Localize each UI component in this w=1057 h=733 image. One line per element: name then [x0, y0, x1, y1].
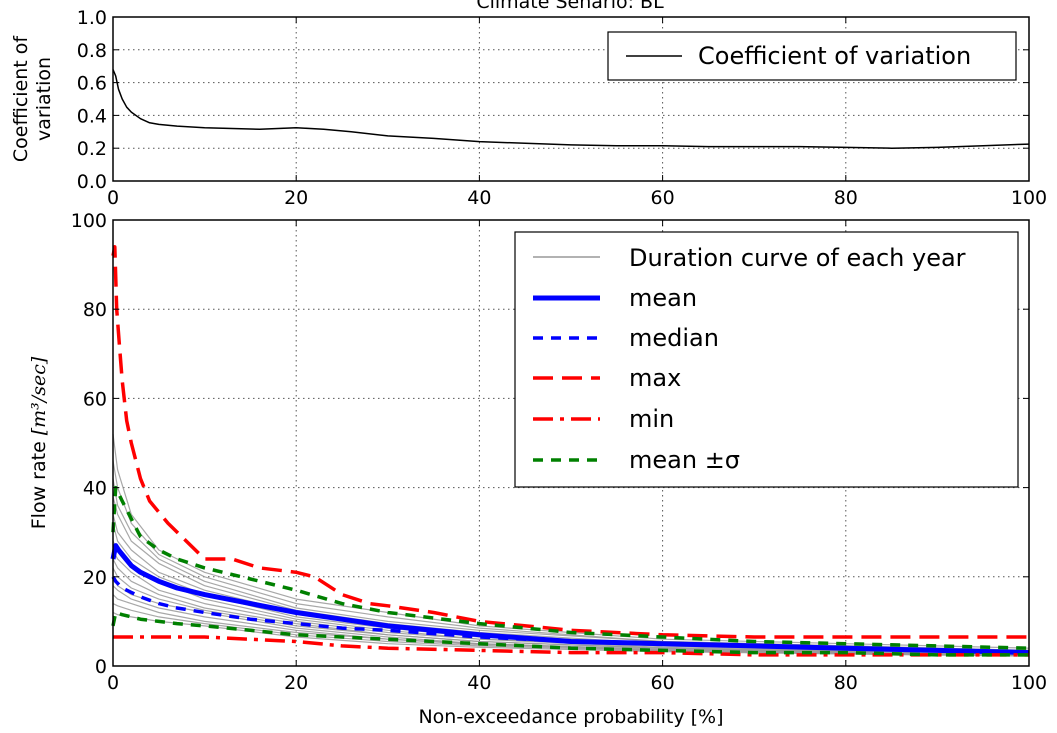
flow-ylabel: Flow rate [m³/sec] — [28, 356, 50, 529]
y-tick-label: 20 — [83, 567, 107, 589]
y-tick-label: 0 — [95, 656, 107, 678]
x-tick-label: 60 — [651, 672, 675, 694]
legend-label-min: min — [629, 405, 674, 433]
legend-label-median: median — [629, 324, 719, 352]
x-tick-label: 100 — [1011, 187, 1047, 209]
cv-plot-frame — [112, 16, 1030, 182]
x-tick-label: 60 — [651, 187, 675, 209]
series-line-max — [111, 245, 1029, 639]
series-line-duration-curve-of-each-year — [112, 549, 1030, 655]
series-line-min — [113, 635, 1029, 657]
x-tick-label: 80 — [834, 187, 858, 209]
x-tick-label: 20 — [284, 672, 308, 694]
cv-series — [112, 69, 1030, 149]
y-tick-label: 100 — [71, 210, 107, 232]
y-tick-label: 80 — [83, 299, 107, 321]
series-line-duration-curve-of-each-year — [112, 434, 1030, 649]
y-tick-label: 0.6 — [77, 73, 107, 95]
legend-label-mean: mean — [629, 284, 697, 312]
flow-y-ticks: 0 20 40 60 80 100 — [71, 210, 1029, 678]
cv-chart-title: Climate Senario: BL — [476, 0, 664, 13]
flow-ylabel-unit: [m³/sec] — [28, 356, 50, 435]
cv-ylabel-line2: variation — [33, 57, 55, 141]
series-line-duration-curve-of-each-year — [112, 585, 1030, 656]
legend-label-sigma: mean ±σ — [629, 446, 740, 474]
y-tick-label: 1.0 — [77, 7, 107, 29]
flow-ylabel-text: Flow rate — [28, 441, 50, 529]
y-tick-label: 0.2 — [77, 138, 107, 160]
x-tick-label: 100 — [1011, 672, 1047, 694]
flow-legend: Duration curve of each year mean median … — [514, 231, 1019, 488]
cv-legend-label: Coefficient of variation — [698, 42, 971, 70]
flow-series — [110, 245, 1030, 657]
series-line-duration-curve-of-each-year — [112, 603, 1030, 657]
legend-label-years: Duration curve of each year — [629, 244, 966, 272]
flow-x-ticks: 0 20 40 60 80 100 — [107, 220, 1047, 694]
cv-legend: Coefficient of variation — [607, 31, 1017, 81]
x-tick-label: 40 — [467, 672, 491, 694]
cv-y-ticks: 0.0 0.2 0.4 0.6 0.8 1.0 — [77, 7, 1029, 193]
y-tick-label: 0.0 — [77, 171, 107, 193]
x-tick-label: 20 — [284, 187, 308, 209]
y-tick-label: 40 — [83, 478, 107, 500]
x-tick-label: 80 — [834, 672, 858, 694]
cv-x-ticks: 0 20 40 60 80 100 — [107, 17, 1047, 209]
flow-legend-box — [514, 231, 1019, 488]
cv-chart: Climate Senario: BL 0 20 40 60 80 100 0.00.20… — [10, 0, 1047, 209]
flow-chart: 0 20 40 60 80 100 0 20 40 60 80 100 Non-exceedance… — [28, 210, 1047, 728]
series-line-coefficient-of-variation — [112, 69, 1030, 149]
legend-label-max: max — [629, 364, 681, 392]
y-tick-label: 0.4 — [77, 105, 107, 127]
series-line-mean- — [111, 610, 1029, 657]
cv-ylabel-line1: Coefficient of — [10, 35, 32, 163]
x-tick-label: 0 — [107, 672, 119, 694]
flow-plot-frame — [112, 219, 1030, 667]
y-tick-label: 0.8 — [77, 40, 107, 62]
series-line-mean- — [111, 485, 1030, 650]
series-line-duration-curve-of-each-year — [112, 567, 1030, 656]
x-tick-label: 40 — [467, 187, 491, 209]
y-tick-label: 60 — [83, 388, 107, 410]
series-line-median — [111, 575, 1030, 655]
x-tick-label: 0 — [107, 187, 119, 209]
flow-xlabel: Non-exceedance probability [%] — [418, 706, 723, 728]
